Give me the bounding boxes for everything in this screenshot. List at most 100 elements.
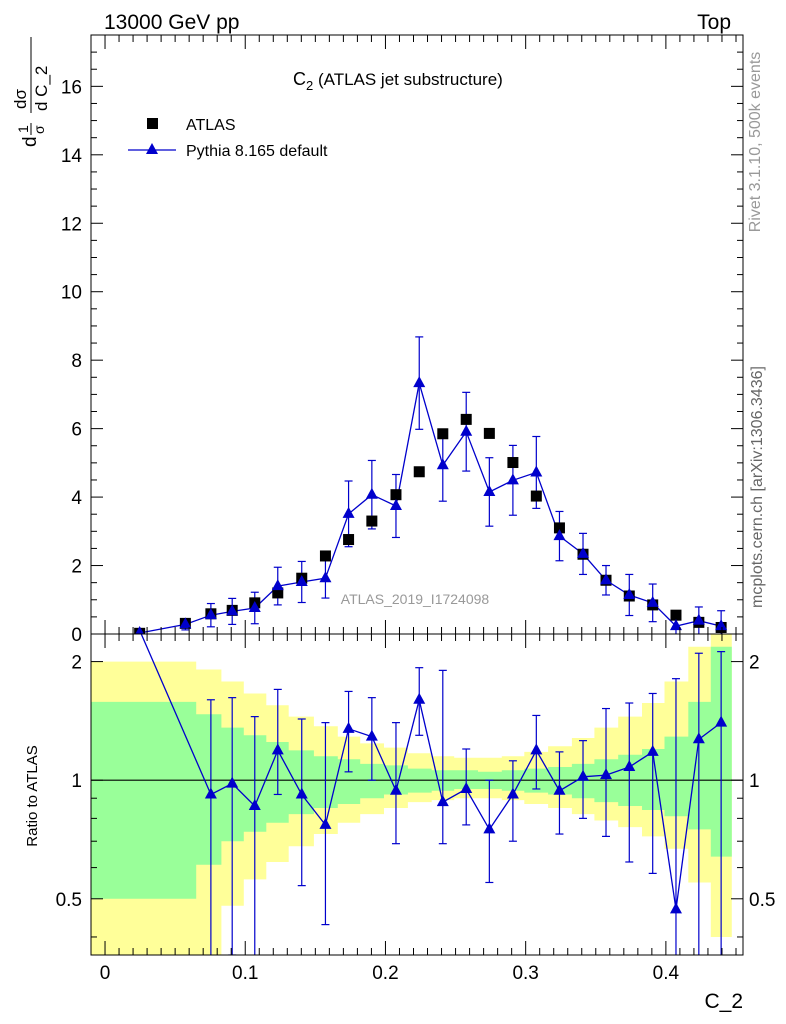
ratio-ylabel: Ratio to ATLAS [24,745,41,846]
ratio-point [389,783,402,795]
atlas-point [553,522,565,534]
ratio-xtick-label: 0.3 [512,963,538,984]
mc-point [600,573,613,585]
atlas-point [319,550,331,562]
ylabel-d: d [20,136,41,147]
ratio-point [483,822,496,834]
ratio-line [140,634,722,910]
mc-point [553,529,566,541]
ylabel-sigma: σ [31,125,47,134]
mc-point [669,619,682,631]
atlas-point [366,515,378,527]
legend-atlas-label: ATLAS [186,117,236,134]
main-ytick-label: 10 [61,283,82,304]
mc-point [483,484,496,496]
header-left: 13000 GeV pp [104,11,239,34]
ratio-point [600,768,613,780]
ratio-xtick-label: 0.2 [372,963,398,984]
ratio-xtick-label: 0.1 [232,963,258,984]
header-right: Top [697,11,731,34]
mc-point [506,473,519,485]
ylabel-dc2: d C_2 [32,66,51,111]
main-ytick-label: 12 [61,214,82,235]
ratio-band-inner [91,646,732,899]
ratio-ytick-label-left: 0.5 [56,890,82,911]
mc-point [226,604,239,616]
ylabel-dsigma: dσ [11,89,30,109]
ratio-xlabel: C_2 [704,990,743,1013]
mc-point [319,571,332,583]
atlas-point [530,490,542,502]
main-ylabel: d 1 σ dσ d C_2 [11,37,51,147]
ratio-point [436,795,449,807]
mc-point [179,617,192,629]
ratio-point [669,902,682,914]
mc-point [715,619,728,631]
atlas-point [460,413,472,425]
main-ytick-label: 8 [71,351,82,372]
ratio-frame [90,633,744,956]
main-ytick-label: 4 [71,488,82,509]
atlas-point [390,489,402,501]
mc-point [413,376,426,388]
ratio-point [204,787,217,799]
legend: ATLAS Pythia 8.165 default [128,117,328,160]
chart-title-main: C [293,69,306,89]
mc-point [204,608,217,620]
ratio-point [460,781,473,793]
atlas-point [483,427,495,439]
ratio-ytick-label-right: 0.5 [749,890,775,911]
ratio-point [226,776,239,788]
chart-title-rest: (ATLAS jet substructure) [313,70,503,89]
mc-point [577,546,590,558]
watermark: ATLAS_2019_I1724098 [341,591,490,607]
ratio-point [248,798,261,810]
main-ytick-label: 16 [61,77,82,98]
mc-point [436,458,449,470]
ratio-point [271,743,284,755]
ratio-point [295,787,308,799]
chart-title: C2 (ATLAS jet substructure) [293,69,503,93]
mc-point [271,579,284,591]
ylabel-one: 1 [15,125,31,133]
ratio-xtick-label: 0 [100,963,111,984]
legend-atlas-marker [147,118,158,129]
mc-point [692,613,705,625]
ratio-point [506,787,519,799]
ratio-point [692,732,705,744]
ratio-point [646,744,659,756]
atlas-point [343,534,355,546]
main-ytick-label: 0 [71,625,82,646]
ratio-xtick-label: 0.4 [653,963,680,984]
legend-pythia-label: Pythia 8.165 default [186,143,328,160]
mc-point [623,587,636,599]
main-ytick-label: 14 [61,146,83,167]
main-ytick-label: 6 [71,420,82,441]
ratio-point [553,783,566,795]
rivet-text: Rivet 3.1.10, 500k events [747,52,764,233]
ratio-point [715,715,728,727]
atlas-point [670,609,682,621]
atlas-point [272,587,284,599]
ratio-ytick-label-left: 2 [71,653,82,674]
ratio-point [577,769,590,781]
ratio-panel: 0.5 0.5 1 1 2 2 0 0.1 0.2 0.3 0.4 Ratio to ATLAS C… [24,633,775,1013]
atlas-point [437,428,449,440]
mc-point [530,465,543,477]
ratio-point [530,743,543,755]
ratio-band-outer [91,634,732,955]
mc-point [365,487,378,499]
ratio-point [319,817,332,829]
ratio-point [365,729,378,741]
ratio-point [413,692,426,704]
atlas-point [413,466,425,478]
legend-pythia-marker [146,143,158,154]
ratio-point [623,760,636,772]
mc-point [295,574,308,586]
mc-point [248,600,261,612]
mc-point [646,595,659,607]
ratio-ytick-label-right: 1 [749,771,760,792]
mc-point [389,498,402,510]
